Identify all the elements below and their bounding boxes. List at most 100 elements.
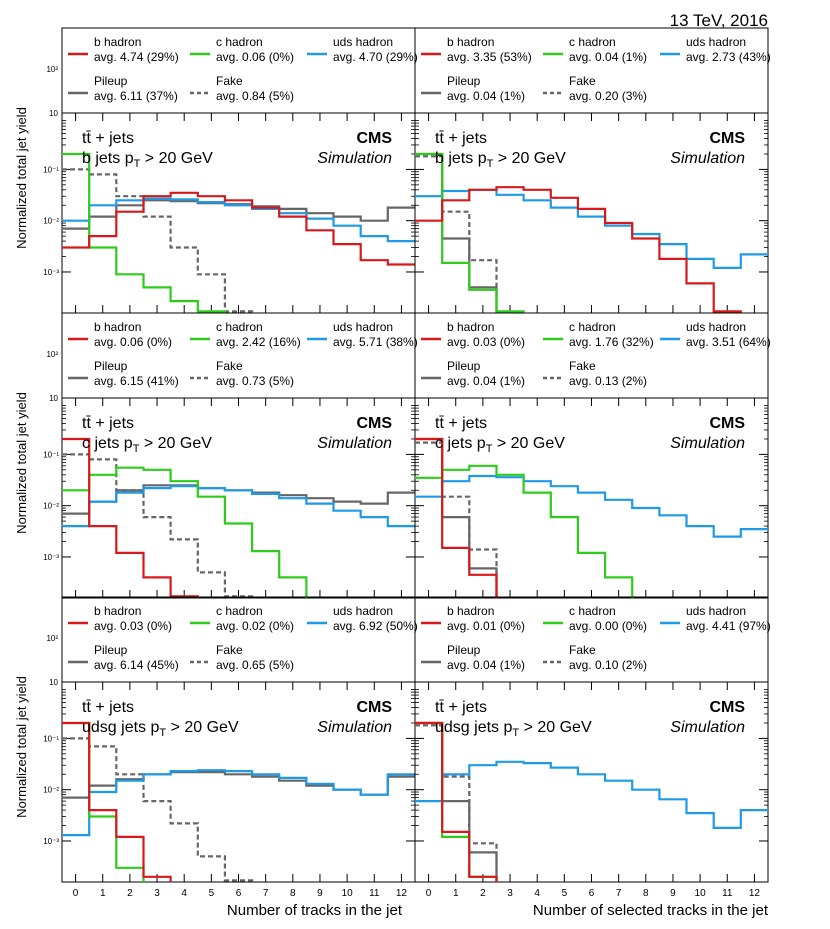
series-line-fake [62,168,254,313]
legend-avg-c: avg. 1.76 (32%) [569,335,654,349]
x-tick-label: 3 [154,888,160,899]
panel-title-line1: tt̄ + jets [82,699,134,716]
legend-name-uds: uds hadron [333,604,393,618]
legend-name-b: b hadron [94,320,141,334]
cms-simulation-label: Simulation [670,719,745,736]
legend-avg-b: avg. 0.06 (0%) [94,335,172,349]
x-tick-label: 5 [209,888,215,899]
legend-avg-c: avg. 0.04 (1%) [569,50,647,64]
legend-avg-uds: avg. 5.71 (38%) [333,335,418,349]
legend-avg-uds: avg. 2.73 (43%) [686,50,771,64]
cms-label: CMS [356,130,392,147]
panels: Normalized total jet yield Normalized tot… [14,27,771,899]
y-tick-label: 10⁻³ [43,837,59,846]
legend-name-b: b hadron [94,604,141,618]
x-tick-label: 7 [616,888,622,899]
cms-simulation-label: Simulation [317,150,392,167]
x-tick-label: 11 [369,888,380,899]
y-tick-label: 10⁻¹ [43,165,59,174]
energy-label: 13 TeV, 2016 [670,11,768,30]
series-line-c [62,721,145,882]
x-tick-label: 0 [426,888,432,899]
legend-name-b: b hadron [447,320,494,334]
series-line-b [62,721,172,882]
legend-name-fake: Fake [569,643,596,657]
y-axis-title: Normalized total jet yield [14,676,29,818]
panel-title-pt-sub: T [133,443,140,455]
y-tick-label: 10⁻¹ [43,734,59,743]
panel-title-line2: c jets pT > 20 GeV [435,435,565,455]
series-line-fake [62,453,254,598]
panel-title-pt-suffix: > 20 GeV [492,435,565,452]
legend-name-c: c hadron [216,320,263,334]
legend-name-uds: uds hadron [333,35,393,49]
y-axis-title: Normalized total jet yield [14,107,29,249]
series-line-b [62,437,199,598]
cms-label: CMS [709,699,745,716]
panel-title-jets: udsg jets p [82,719,159,736]
x-tick-label: 8 [643,888,649,899]
series-line-uds [62,769,415,837]
series-line-uds [415,188,768,269]
x-tick-label: 10 [342,888,354,899]
cms-simulation-label: Simulation [670,435,745,452]
x-tick-label: 8 [290,888,296,899]
y-tick-label: 10⁻² [43,217,59,226]
series-line-fake [415,155,498,313]
legend-name-fake: Fake [569,359,596,373]
series-line-fake [415,724,498,882]
panel-title-pt-suffix: > 20 GeV [519,719,592,736]
series-line-fake [62,737,254,882]
legend-name-uds: uds hadron [686,35,746,49]
legend-avg-uds: avg. 4.70 (29%) [333,50,418,64]
cms-simulation-label: Simulation [670,150,745,167]
panel-title-pt-sub: T [487,158,494,170]
legend-avg-pileup: avg. 0.04 (1%) [447,658,525,672]
legend-avg-b: avg. 0.03 (0%) [94,619,172,633]
legend-avg-pileup: avg. 6.15 (41%) [94,374,179,388]
legend-name-b: b hadron [447,35,494,49]
x-tick-label: 12 [749,888,761,899]
x-tick-label: 5 [562,888,568,899]
legend-scale-tick: 10 [49,109,58,118]
panel-title-line2: udsg jets pT > 20 GeV [82,719,239,739]
y-tick-label: 10⁻³ [43,553,59,562]
legend-name-pileup: Pileup [447,359,481,373]
cms-label: CMS [356,699,392,716]
legend-avg-uds: avg. 6.92 (50%) [333,619,418,633]
legend-avg-uds: avg. 3.51 (64%) [686,335,771,349]
series-line-c [415,721,498,882]
panel-title-pt-sub: T [159,727,166,739]
x-tick-label: 7 [263,888,269,899]
series-line-c [415,152,525,313]
legend-avg-fake: avg. 0.65 (5%) [216,658,294,672]
y-tick-label: 10⁻³ [43,268,59,277]
cms-simulation-label: Simulation [317,435,392,452]
x-tick-label: 1 [100,888,106,899]
legend-name-c: c hadron [569,320,616,334]
legend-name-c: c hadron [569,35,616,49]
legend-name-pileup: Pileup [447,643,481,657]
x-tick-label: 9 [670,888,676,899]
series-line-pileup [415,152,498,313]
x-tick-label: 10 [695,888,707,899]
y-tick-label: 10⁻² [43,786,59,795]
panel-title-line1: tt̄ + jets [82,415,134,432]
panel-title-jets: c jets p [82,435,133,452]
y-tick-label: 10⁻² [43,502,59,511]
legend-avg-b: avg. 0.01 (0%) [447,619,525,633]
series-line-c [62,152,226,313]
panel-title-line1: tt̄ + jets [435,415,487,432]
panel-title-pt-suffix: > 20 GeV [493,150,566,167]
legend-avg-fake: avg. 0.73 (5%) [216,374,294,388]
series-line-fake [415,441,498,598]
x-tick-label: 12 [396,888,408,899]
legend-avg-c: avg. 0.00 (0%) [569,619,647,633]
legend-name-c: c hadron [216,35,263,49]
legend-name-fake: Fake [216,643,243,657]
x-tick-label: 6 [589,888,595,899]
